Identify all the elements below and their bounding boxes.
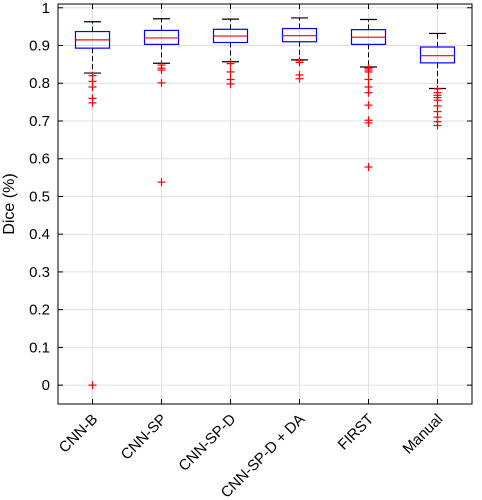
y-tick-label: 0.3 — [29, 264, 50, 281]
box-cnn-sp-d — [212, 18, 249, 63]
outlier-marker — [157, 78, 166, 87]
outlier-marker — [226, 80, 235, 88]
outlier-marker — [88, 381, 97, 390]
outlier-marker — [295, 74, 304, 83]
y-tick-label: 0.8 — [29, 75, 50, 92]
y-tick-labels: 0 0.1 0.2 0.3 0.4 0.5 0.6 0.7 0.8 0.9 1 — [29, 0, 50, 394]
y-tick-label: 0.4 — [29, 226, 50, 243]
y-axis-label: Dice (%) — [1, 173, 18, 234]
y-tick-label: 0 — [42, 377, 50, 394]
y-tick-label: 1 — [42, 0, 50, 17]
interquartile-box — [419, 46, 456, 64]
outlier-marker — [88, 83, 97, 92]
outlier-marker — [364, 67, 373, 76]
y-tick-label: 0.1 — [29, 339, 50, 356]
box-cnn-sp-d-da — [281, 17, 318, 61]
outlier-marker — [364, 163, 373, 172]
outlier-marker — [364, 75, 373, 84]
outlier-marker — [157, 66, 166, 75]
outlier-marker — [226, 59, 235, 68]
outlier-marker — [295, 58, 304, 67]
y-tick-label: 0.2 — [29, 302, 50, 319]
outlier-marker — [88, 98, 97, 107]
plot-frame — [57, 3, 473, 405]
outlier-marker — [433, 121, 442, 130]
outlier-marker — [364, 88, 373, 97]
outlier-marker — [157, 178, 166, 187]
y-tick-label: 0.5 — [29, 188, 50, 205]
outlier-marker — [226, 67, 235, 76]
y-tick-label: 0.7 — [29, 113, 50, 130]
outlier-marker — [364, 101, 373, 110]
grid-lines — [58, 4, 472, 404]
box-cnn-b — [74, 21, 111, 74]
outlier-marker — [364, 118, 373, 127]
y-tick-label: 0.9 — [29, 38, 50, 55]
outliers — [88, 56, 442, 390]
y-tick-label: 0.6 — [29, 151, 50, 168]
